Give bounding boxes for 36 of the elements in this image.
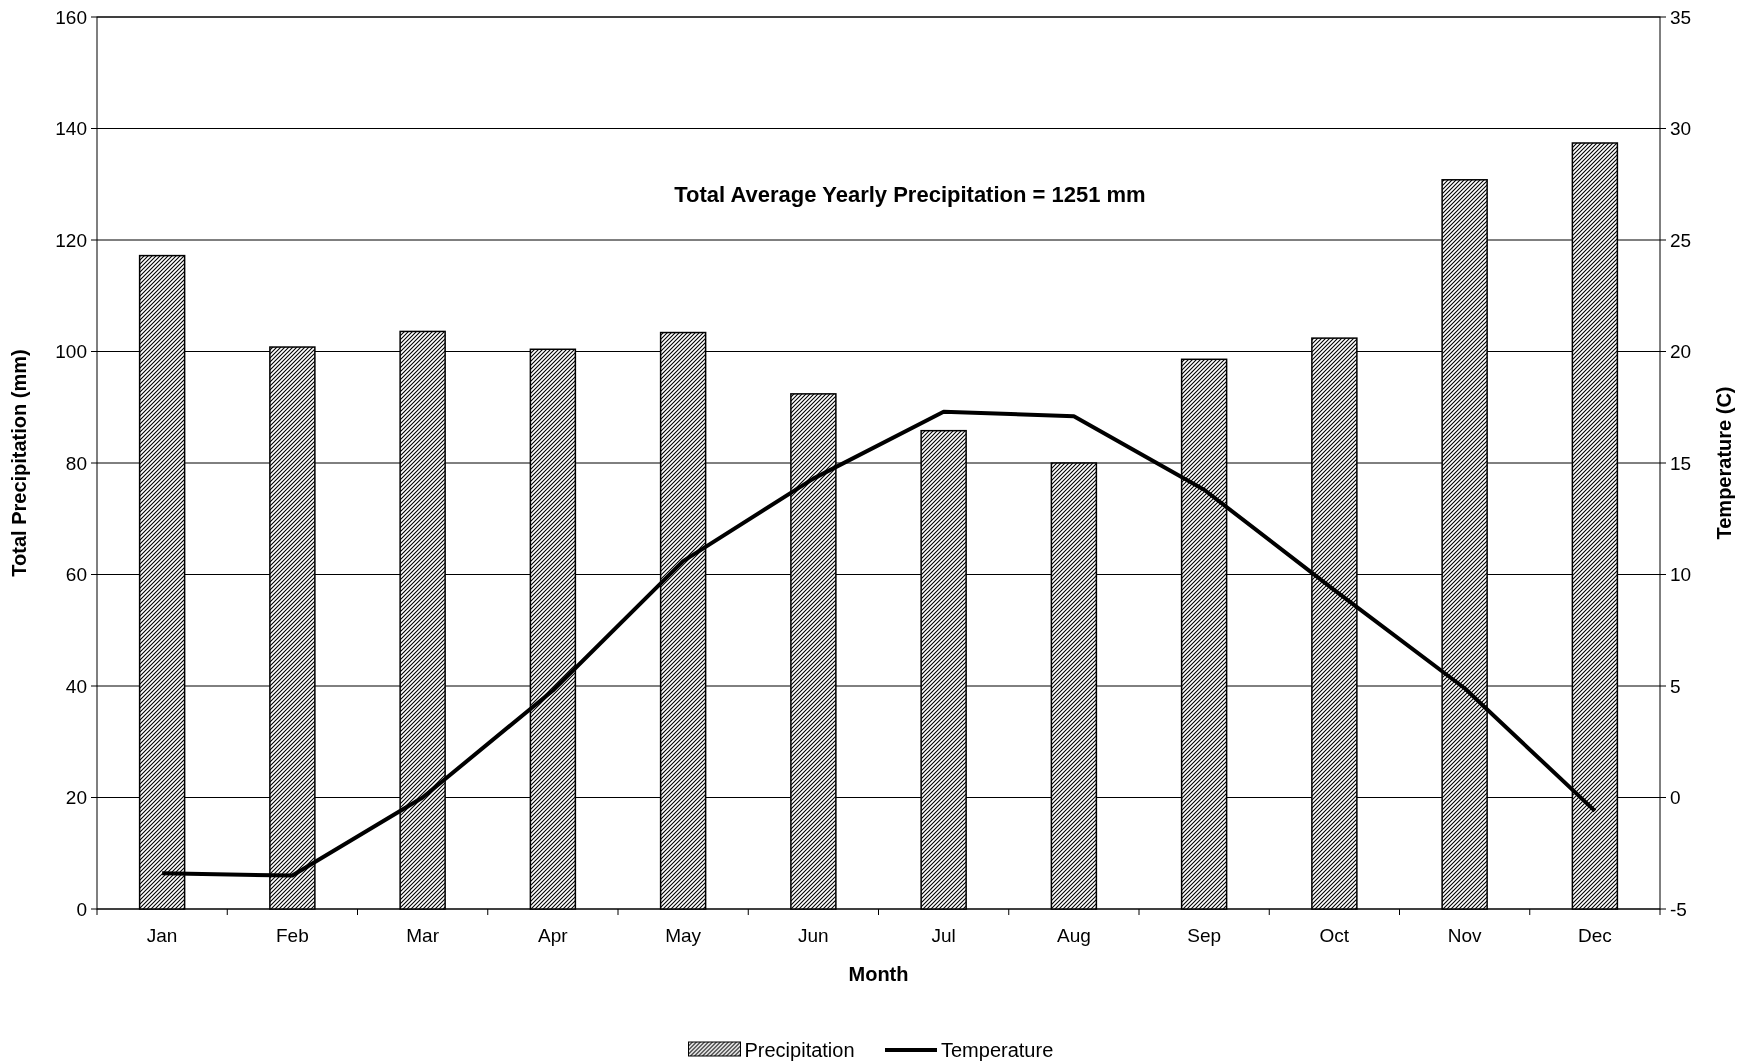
x-tick-label: Aug <box>1056 925 1091 946</box>
y-tick-label: 80 <box>65 452 87 474</box>
x-tick-label: Oct <box>1319 925 1350 946</box>
y-tick-label: 140 <box>55 118 87 140</box>
x-tick-label: Nov <box>1447 925 1483 946</box>
x-tick-label: Sep <box>1187 925 1222 946</box>
x-tick-label: Mar <box>406 925 440 946</box>
x-tick-label: Jun <box>798 925 829 946</box>
x-tick-label: Apr <box>538 925 569 946</box>
y2-tick-label: 5 <box>1670 675 1681 697</box>
y2-tick-label: 0 <box>1670 787 1681 809</box>
y-tick-label: 0 <box>76 898 87 920</box>
y2-tick-label: 30 <box>1670 118 1692 140</box>
y2-tick-label: 35 <box>1670 6 1692 28</box>
x-tick-label: Feb <box>276 925 309 946</box>
y2-tick-label: 25 <box>1670 229 1692 251</box>
legend-label: Temperature <box>941 1039 1054 1061</box>
x-tick-label: Jul <box>931 925 956 946</box>
x-tick-label: May <box>665 925 702 946</box>
legend-label: Precipitation <box>744 1039 855 1061</box>
y2-tick-label: 15 <box>1670 452 1692 474</box>
annotation: Total Average Yearly Precipitation = 1251 mm <box>674 182 1146 207</box>
y-tick-label: 60 <box>65 564 87 586</box>
y-tick-label: 20 <box>65 787 87 809</box>
y-tick-label: 120 <box>55 229 87 251</box>
y2-tick-label: -5 <box>1670 898 1687 920</box>
y-tick-label: 160 <box>55 6 87 28</box>
y-tick-label: 100 <box>55 341 87 363</box>
y-tick-label: 40 <box>65 675 87 697</box>
y2-tick-label: 20 <box>1670 341 1692 363</box>
y2-axis-title: Temperature (C) <box>1713 386 1735 540</box>
x-tick-label: Jan <box>146 925 178 946</box>
y-axis-title: Total Precipitation (mm) <box>8 349 30 577</box>
x-axis-title: Month <box>848 963 909 985</box>
y2-tick-label: 10 <box>1670 564 1692 586</box>
x-tick-label: Dec <box>1577 925 1612 946</box>
